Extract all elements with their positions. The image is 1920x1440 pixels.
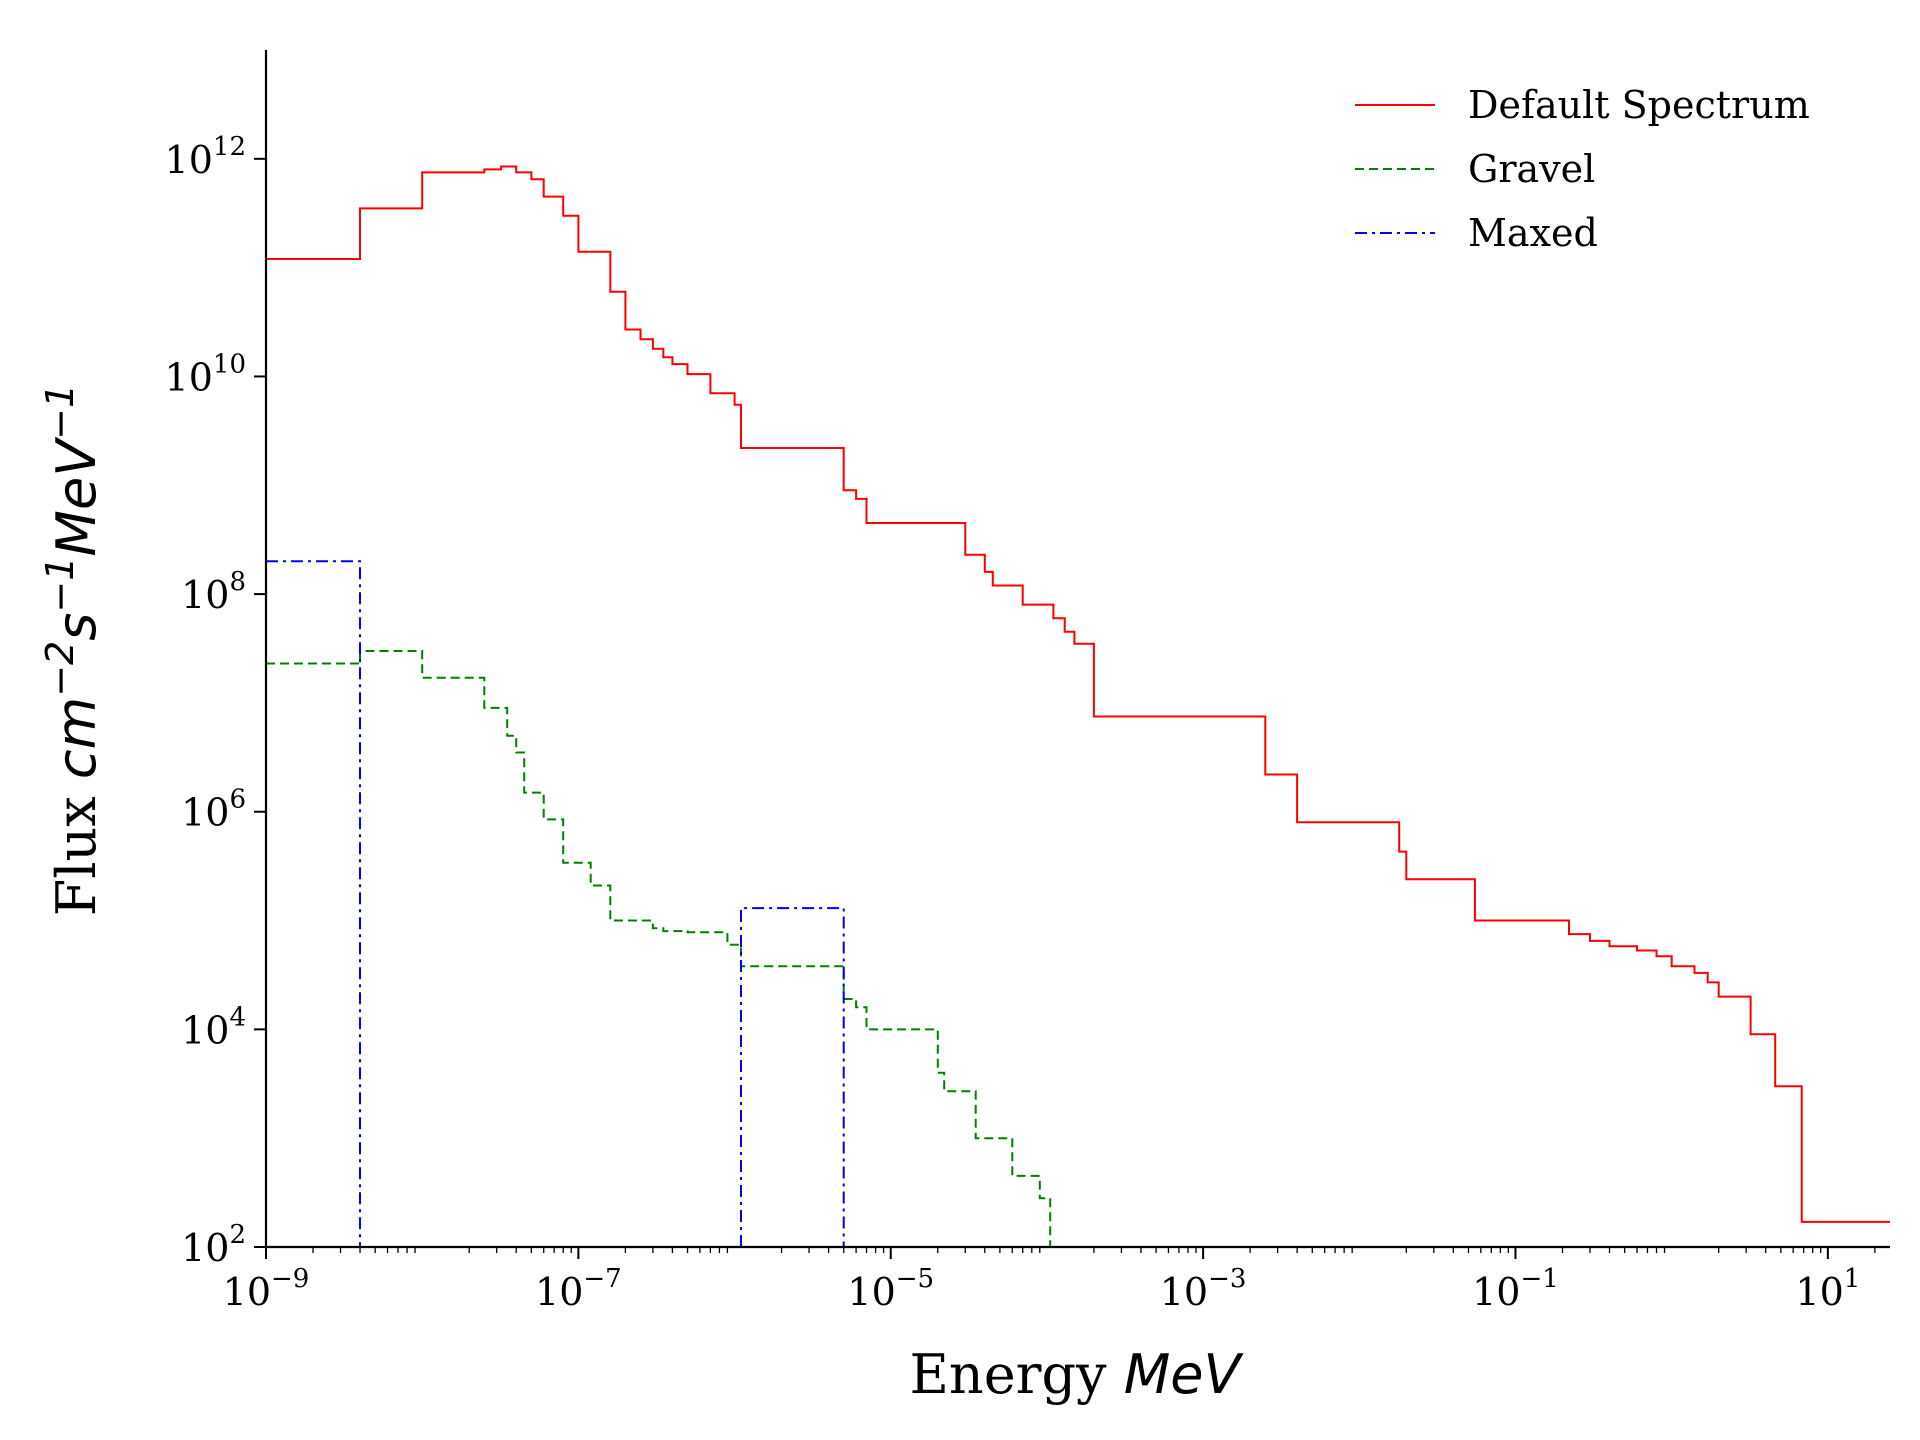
x-tick-label: 10−1 (1472, 1264, 1559, 1314)
ticks: 10−9 10−7 10−5 10−3 10−1 101 102 104 106 108 1010 1… (165, 132, 1876, 1314)
y-tick-label: 104 (181, 1002, 246, 1052)
series-line-maxed (266, 560, 361, 1247)
x-axis-label: Energy MeV (910, 1343, 1245, 1406)
y-tick-label: 102 (181, 1220, 246, 1270)
x-tick-label: 10−7 (535, 1264, 622, 1314)
series-layer (266, 165, 1890, 1247)
legend-label: Maxed (1468, 211, 1598, 255)
legend: Default Spectrum Gravel Maxed (1355, 83, 1810, 255)
y-tick-label: 1012 (165, 132, 246, 182)
legend-label: Gravel (1468, 147, 1595, 191)
y-axis-label: Flux cm−2s−1MeV−1 (38, 384, 108, 916)
series-line-gravel (266, 650, 1052, 1247)
y-tick-label: 1010 (165, 349, 246, 399)
y-tick-label: 106 (181, 785, 246, 835)
x-tick-label: 10−5 (847, 1264, 934, 1314)
x-tick-label: 101 (1795, 1264, 1860, 1314)
legend-label: Default Spectrum (1468, 83, 1810, 127)
series-line-maxed-2 (740, 907, 845, 1247)
y-tick-label: 108 (181, 567, 246, 617)
x-tick-label: 10−9 (223, 1264, 310, 1314)
axes (264, 50, 1890, 1249)
x-tick-label: 10−3 (1160, 1264, 1247, 1314)
series-line-default-spectrum (266, 165, 1890, 1223)
